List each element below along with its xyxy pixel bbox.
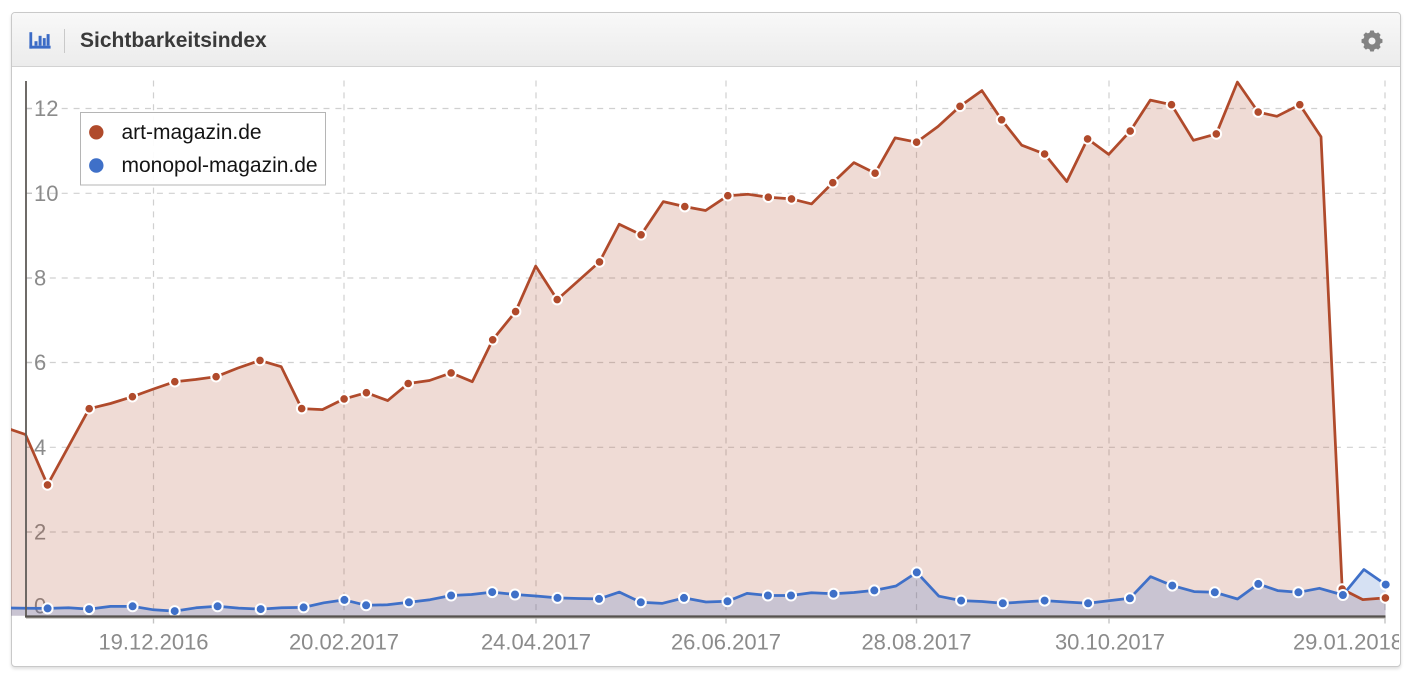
svg-text:10: 10	[34, 180, 58, 205]
svg-text:24.04.2017: 24.04.2017	[481, 629, 591, 654]
svg-text:monopol-magazin.de: monopol-magazin.de	[122, 154, 318, 177]
svg-text:26.06.2017: 26.06.2017	[671, 629, 781, 654]
svg-text:2: 2	[34, 519, 46, 544]
svg-text:29.01.2018: 29.01.2018	[1293, 629, 1399, 654]
svg-text:12: 12	[34, 96, 58, 121]
svg-text:4: 4	[34, 434, 46, 459]
svg-text:28.08.2017: 28.08.2017	[861, 629, 971, 654]
svg-text:6: 6	[34, 350, 46, 375]
svg-text:20.02.2017: 20.02.2017	[289, 629, 399, 654]
svg-text:8: 8	[34, 265, 46, 290]
svg-text:19.12.2016: 19.12.2016	[98, 629, 208, 654]
svg-text:art-magazin.de: art-magazin.de	[122, 120, 262, 143]
svg-text:30.10.2017: 30.10.2017	[1055, 629, 1165, 654]
